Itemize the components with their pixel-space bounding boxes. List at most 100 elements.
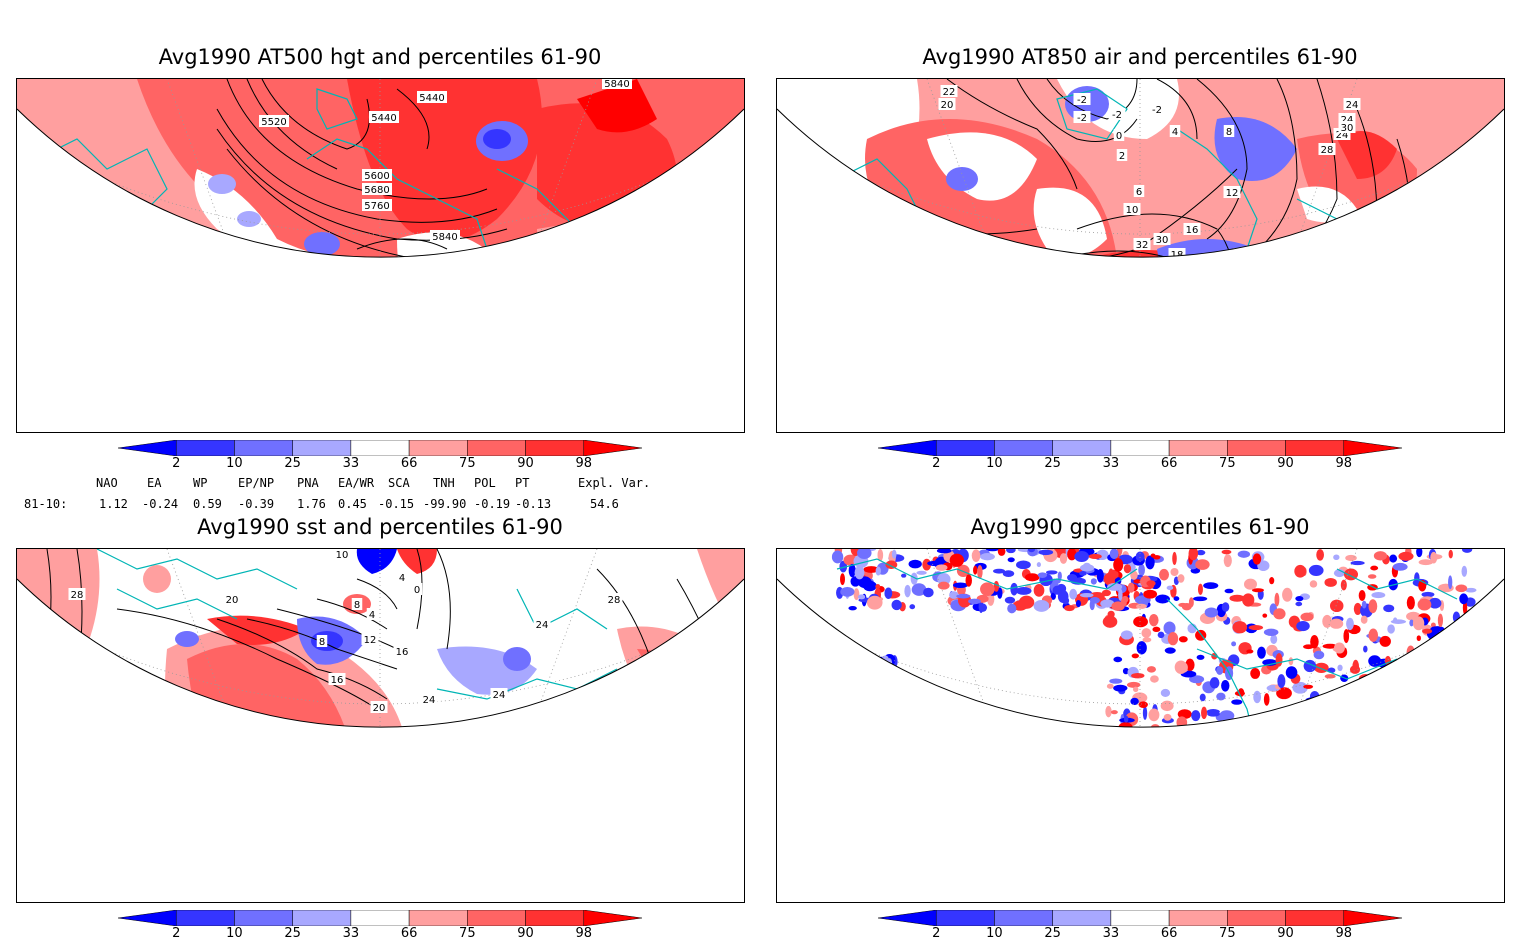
precip-anomaly-blob [1387,710,1392,716]
precip-anomaly-blob [912,778,918,783]
contour-label-bg [940,85,958,97]
precip-anomaly-blob [896,738,904,749]
contour-label-bg [362,169,392,181]
precip-anomaly-blob [1207,733,1216,740]
precip-anomaly-blob [1387,624,1395,634]
precip-anomaly-blob [884,750,893,758]
precip-anomaly-blob [1300,735,1312,747]
precip-anomaly-blob [832,670,838,683]
contour-label-bg [366,608,378,620]
precip-anomaly-blob [1176,716,1188,728]
contour-label: -2 [1077,95,1087,106]
precip-anomaly-blob [1308,564,1324,576]
precip-anomaly-blob [884,751,900,757]
precip-anomaly-blob [1248,759,1257,770]
precip-anomaly-blob [880,748,894,760]
precip-anomaly-blob [1436,853,1440,864]
precip-anomaly-blob [846,659,851,665]
precip-anomaly-blob [877,706,894,717]
colorbar-tick-label: 10 [226,456,243,471]
precip-anomaly-blob [1275,789,1280,799]
precip-anomaly-blob [1211,770,1219,778]
precip-anomaly-blob [1351,815,1363,823]
contour-label: 22 [1216,340,1229,351]
precip-anomaly-blob [911,764,920,770]
precip-anomaly-blob [1160,688,1171,697]
precip-anomaly-blob [856,682,873,689]
precip-anomaly-blob [1273,608,1286,620]
precip-anomaly-blob [1352,695,1359,704]
precip-anomaly-blob [904,753,919,764]
precip-anomaly-blob [1196,654,1205,660]
precip-anomaly-blob [836,712,848,725]
precip-anomaly-blob [899,779,908,785]
precip-anomaly-blob [1075,599,1081,608]
precip-anomaly-blob [802,696,810,706]
contour-label: 5760 [364,201,389,212]
precip-anomaly-blob [907,768,918,775]
precip-anomaly-blob [911,764,918,769]
precip-anomaly-blob [1340,579,1347,591]
colorbar-tick-label: 98 [1335,456,1353,471]
contour-label-bg [1396,228,1414,240]
precip-anomaly-blob [1113,684,1128,692]
precip-anomaly-blob [798,663,810,677]
precip-anomaly-blob [900,750,906,763]
precip-anomaly-blob [1461,549,1473,553]
precip-anomaly-blob [1367,706,1382,721]
precip-anomaly-blob [869,657,879,666]
precip-anomaly-blob [1414,865,1421,871]
precip-anomaly-blob [871,730,878,741]
precip-anomaly-blob [1257,765,1266,772]
precip-anomaly-blob [866,813,878,821]
precip-anomaly-blob [1304,771,1311,781]
contour-label-bg [223,593,241,605]
precip-anomaly-blob [897,782,902,788]
precip-anomaly-blob [911,767,917,776]
precip-anomaly-blob [1349,755,1359,767]
precip-anomaly-blob [1121,815,1131,829]
precip-anomaly-blob [1193,839,1208,851]
precip-anomaly-blob [853,788,866,800]
precip-anomaly-blob [901,784,917,789]
precip-anomaly-blob [1151,774,1160,780]
index-header: WP [193,476,208,490]
precip-anomaly-blob [794,714,807,728]
contour-label: 4 [369,610,375,621]
precip-anomaly-blob [1252,553,1262,565]
precip-anomaly-blob [1130,697,1139,706]
precip-anomaly-blob [1052,585,1062,595]
precip-anomaly-blob [875,566,881,576]
precip-anomaly-blob [1452,611,1461,623]
precip-anomaly-blob [1132,686,1139,693]
precip-anomaly-blob [1310,635,1319,649]
colorbar-tick-label: 33 [342,456,360,471]
precip-anomaly-blob [1415,865,1431,875]
precip-anomaly-blob [1415,827,1421,835]
precip-anomaly-blob [858,745,863,756]
precip-anomaly-blob [862,675,869,683]
precip-anomaly-blob [1212,750,1218,764]
index-header: TNH [433,476,455,490]
index-value: 54.6 [590,497,619,511]
precip-anomaly-blob [1188,805,1192,810]
contour-label: 5680 [364,185,389,196]
precip-anomaly-blob [1177,758,1190,770]
precip-anomaly-blob [1140,760,1146,769]
contour-label-bg [1139,301,1156,313]
precip-anomaly-blob [846,706,856,716]
contour-label: 28 [121,663,134,674]
precip-anomaly-blob [880,711,891,726]
precip-anomaly-blob [1451,624,1461,633]
precip-anomaly-blob [1167,631,1179,646]
precip-anomaly-blob [1010,582,1018,596]
precip-anomaly-blob [1148,737,1152,747]
precip-anomaly-blob [884,587,893,599]
precip-anomaly-blob [1302,735,1313,743]
precip-anomaly-blob [801,728,810,740]
precip-anomaly-blob [855,704,867,714]
precip-anomaly-blob [1242,593,1255,607]
colorbar-segment [935,439,995,457]
precip-anomaly-blob [884,813,890,827]
precip-anomaly-blob [875,807,889,819]
